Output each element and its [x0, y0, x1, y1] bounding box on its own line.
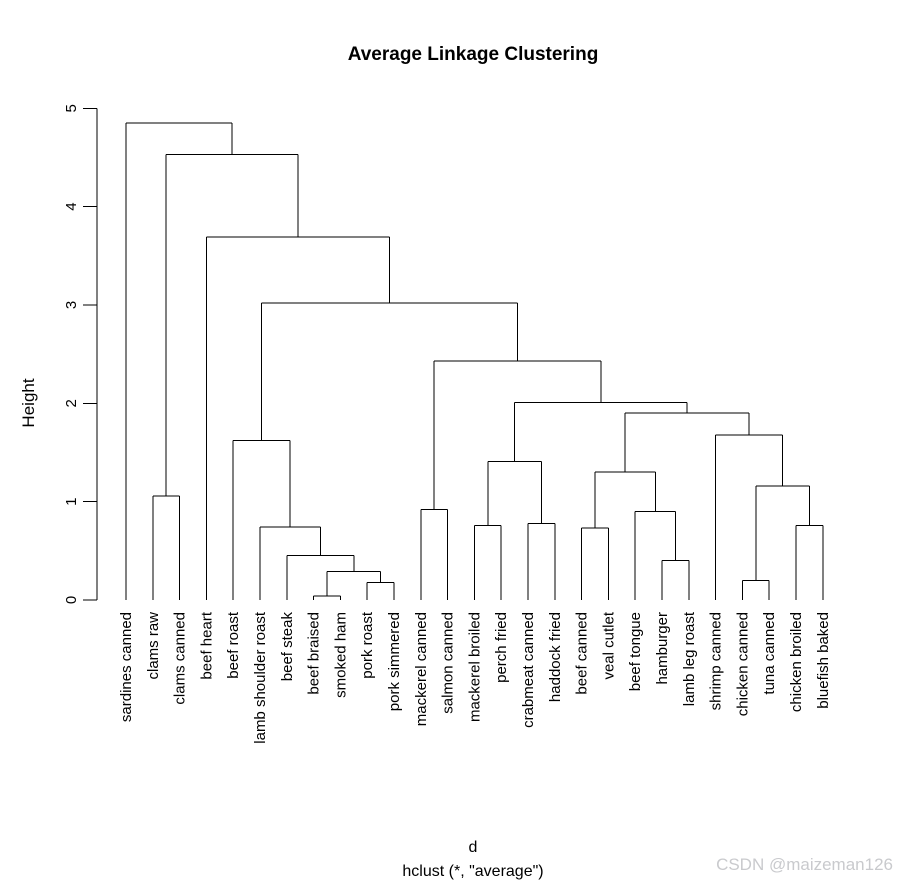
leaf-label: clams canned [172, 612, 189, 705]
leaf-label: beef braised [306, 612, 323, 695]
leaf-label: perch fried [493, 612, 510, 683]
y-axis-tick-label: 0 [63, 596, 80, 604]
leaf-label: sardines canned [118, 612, 135, 722]
leaf-label: haddock fried [547, 612, 564, 702]
leaf-label: beef heart [198, 611, 215, 679]
leaf-label: crabmeat canned [520, 612, 537, 728]
watermark: CSDN @maizeman126 [716, 855, 893, 874]
leaf-label: pork roast [359, 611, 376, 679]
y-axis-tick-label: 5 [63, 104, 80, 112]
y-axis-tick-label: 3 [63, 301, 80, 309]
leaf-label: tuna canned [761, 612, 778, 695]
leaf-label: chicken canned [734, 612, 751, 716]
leaf-label: chicken broiled [788, 612, 805, 712]
leaf-label: beef roast [225, 611, 242, 679]
chart-title: Average Linkage Clustering [347, 44, 599, 65]
leaf-label: clams raw [145, 612, 162, 680]
leaf-label: bluefish baked [815, 612, 832, 709]
y-axis-tick-label: 1 [63, 497, 80, 505]
leaf-label: veal cutlet [600, 611, 617, 679]
leaf-label: salmon canned [440, 612, 457, 714]
leaf-label: beef canned [574, 612, 591, 695]
leaf-label: lamb leg roast [681, 611, 698, 706]
x-axis-label-d: d [468, 839, 478, 856]
y-axis-tick-label: 2 [63, 399, 80, 407]
leaf-label: pork simmered [386, 612, 403, 711]
leaf-label: hamburger [654, 612, 671, 685]
leaf-label: beef steak [279, 612, 296, 682]
leaf-label: mackerel canned [413, 612, 430, 726]
leaf-label: smoked ham [332, 612, 349, 698]
leaf-label: beef tongue [627, 612, 644, 691]
x-axis-label-hclust: hclust (*, "average") [402, 863, 544, 880]
leaf-label: lamb shoulder roast [252, 611, 269, 744]
leaf-label: shrimp canned [708, 612, 725, 710]
y-axis-title: Height [19, 378, 38, 427]
y-axis-tick-label: 4 [63, 202, 80, 210]
leaf-label: mackerel broiled [466, 612, 483, 722]
